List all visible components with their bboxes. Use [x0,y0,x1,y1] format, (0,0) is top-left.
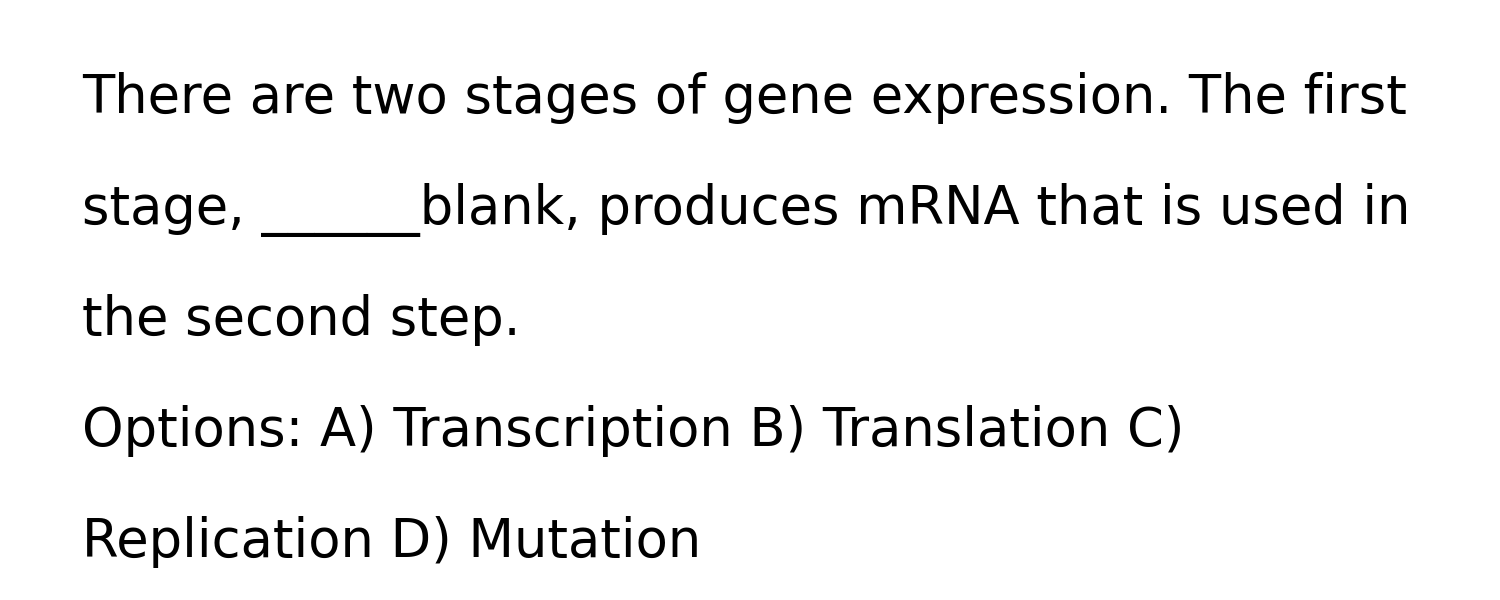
Text: stage, ______blank, produces mRNA that is used in: stage, ______blank, produces mRNA that i… [82,183,1411,237]
Text: Options: A) Transcription B) Translation C): Options: A) Transcription B) Translation… [82,405,1185,457]
Text: There are two stages of gene expression. The first: There are two stages of gene expression.… [82,72,1407,124]
Text: Replication D) Mutation: Replication D) Mutation [82,516,702,568]
Text: the second step.: the second step. [82,294,520,346]
